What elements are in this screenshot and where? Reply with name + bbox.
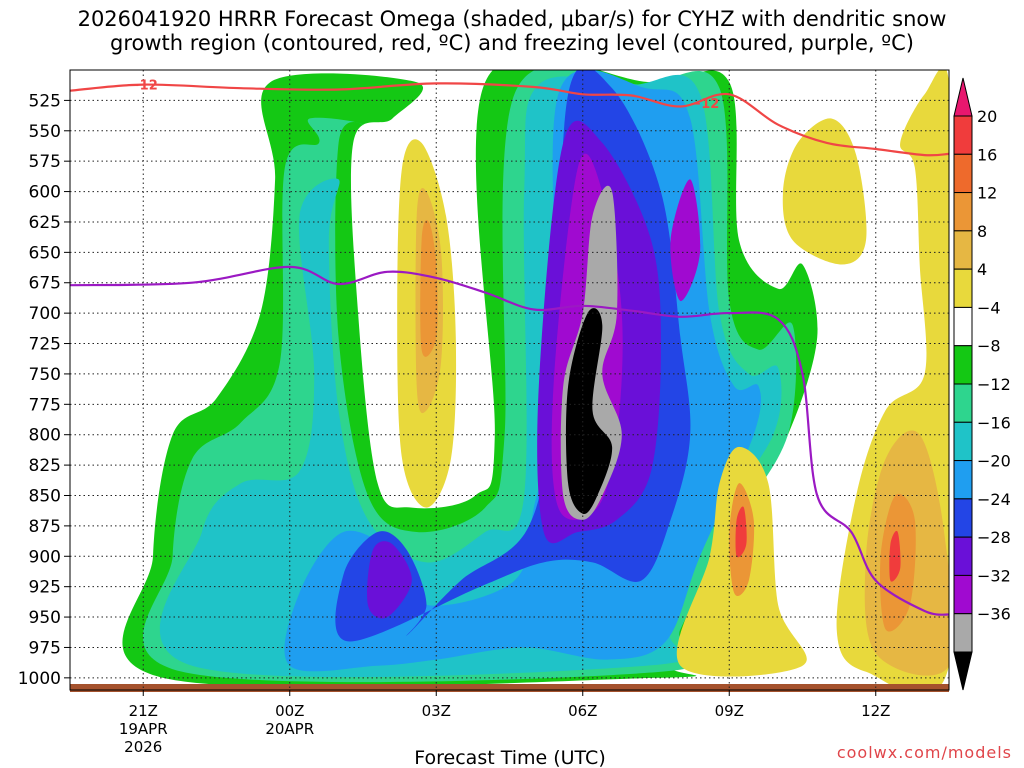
y-tick-label-900: 900	[29, 547, 61, 567]
y-tick-label-575: 575	[29, 152, 61, 172]
colorbar-top-arrow	[953, 77, 973, 117]
y-tick-label-625: 625	[29, 213, 61, 233]
freezing-level-line	[70, 265, 949, 616]
omega-region--32b	[670, 179, 701, 302]
credit-text: coolwx.com/models	[837, 743, 1012, 762]
y-tick-label-550: 550	[29, 122, 61, 142]
x-tick-label-21Z: 21Z	[129, 702, 158, 720]
colorbar: 20 16 12 8 4 −4 −8 −12 −16 −20 −24 −28 −32 −36	[953, 77, 1011, 691]
colorbar-swatch	[953, 383, 973, 423]
x-tick-date-00Z: 20APR	[265, 720, 314, 738]
x-tick-label-00Z: 00Z	[275, 702, 304, 720]
y-axis: 525 550 575 600 625 650 675 700 725 750 775 800 825 8…	[18, 91, 70, 689]
y-tick-label-600: 600	[29, 183, 61, 203]
dgz-contour-line	[70, 82, 949, 157]
colorbar-swatch	[953, 574, 973, 615]
colorbar-swatch	[953, 192, 973, 232]
colorbar-swatch	[953, 536, 973, 576]
colorbar-swatch	[953, 153, 973, 194]
x-tick-date-21Z: 19APR	[119, 720, 168, 738]
x-tick-label-03Z: 03Z	[422, 702, 451, 720]
y-tick-label-875: 875	[29, 517, 61, 537]
colorbar-label: −12	[977, 375, 1011, 394]
colorbar-swatch	[953, 460, 973, 500]
omega-region-4b	[782, 118, 867, 265]
x-axis-label: Forecast Time (UTC)	[414, 747, 605, 768]
dgz-contour-label: −12	[690, 97, 719, 112]
omega-region--40	[565, 308, 613, 515]
colorbar-swatch	[953, 115, 973, 155]
colorbar-label: −20	[977, 452, 1011, 471]
colorbar-swatch	[953, 345, 973, 385]
colorbar-label: 8	[977, 222, 987, 241]
y-tick-label-800: 800	[29, 426, 61, 446]
y-tick-label-1000: 1000	[18, 669, 61, 689]
colorbar-label: 20	[977, 107, 997, 126]
contour-lines: −12 −12	[70, 79, 949, 616]
dgz-contour-label: −12	[129, 79, 158, 94]
y-tick-label-775: 775	[29, 395, 61, 415]
x-tick-label-09Z: 09Z	[715, 702, 744, 720]
omega-region--28	[367, 541, 412, 619]
omega-region-12	[420, 220, 438, 357]
x-tick-year-21Z: 2026	[124, 738, 162, 756]
colorbar-swatch	[953, 306, 973, 347]
colorbar-label: −4	[977, 298, 1001, 317]
colorbar-swatch	[953, 421, 973, 462]
colorbar-bottom-arrow	[953, 651, 973, 691]
x-tick-label-12Z: 12Z	[861, 702, 890, 720]
y-tick-label-825: 825	[29, 456, 61, 476]
y-tick-label-975: 975	[29, 638, 61, 658]
omega-region-16	[735, 506, 747, 558]
colorbar-label: 12	[977, 184, 997, 203]
y-tick-label-950: 950	[29, 608, 61, 628]
y-tick-label-850: 850	[29, 486, 61, 506]
chart-title-line1: 2026041920 HRRR Forecast Omega (shaded, …	[78, 7, 947, 31]
y-tick-label-525: 525	[29, 91, 61, 111]
ground-surface	[70, 684, 949, 692]
colorbar-label: 16	[977, 145, 997, 164]
colorbar-label: −16	[977, 413, 1011, 432]
colorbar-swatch	[953, 230, 973, 270]
colorbar-label: 4	[977, 260, 987, 279]
y-tick-label-650: 650	[29, 243, 61, 263]
omega-shading	[122, 70, 949, 690]
colorbar-label: −36	[977, 605, 1011, 624]
plot-frame	[69, 69, 950, 691]
colorbar-label: −24	[977, 490, 1011, 509]
colorbar-label: −8	[977, 337, 1001, 356]
y-tick-label-675: 675	[29, 274, 61, 294]
colorbar-swatch	[953, 498, 973, 538]
colorbar-label: −28	[977, 528, 1011, 547]
colorbar-label: −32	[977, 566, 1011, 585]
chart-title-line2: growth region (contoured, red, ºC) and f…	[110, 31, 914, 55]
colorbar-swatch	[953, 268, 973, 308]
y-tick-label-700: 700	[29, 304, 61, 324]
y-tick-label-750: 750	[29, 365, 61, 385]
x-tick-label-06Z: 06Z	[568, 702, 597, 720]
y-tick-label-925: 925	[29, 578, 61, 598]
y-tick-label-725: 725	[29, 335, 61, 355]
colorbar-swatch	[953, 613, 973, 653]
